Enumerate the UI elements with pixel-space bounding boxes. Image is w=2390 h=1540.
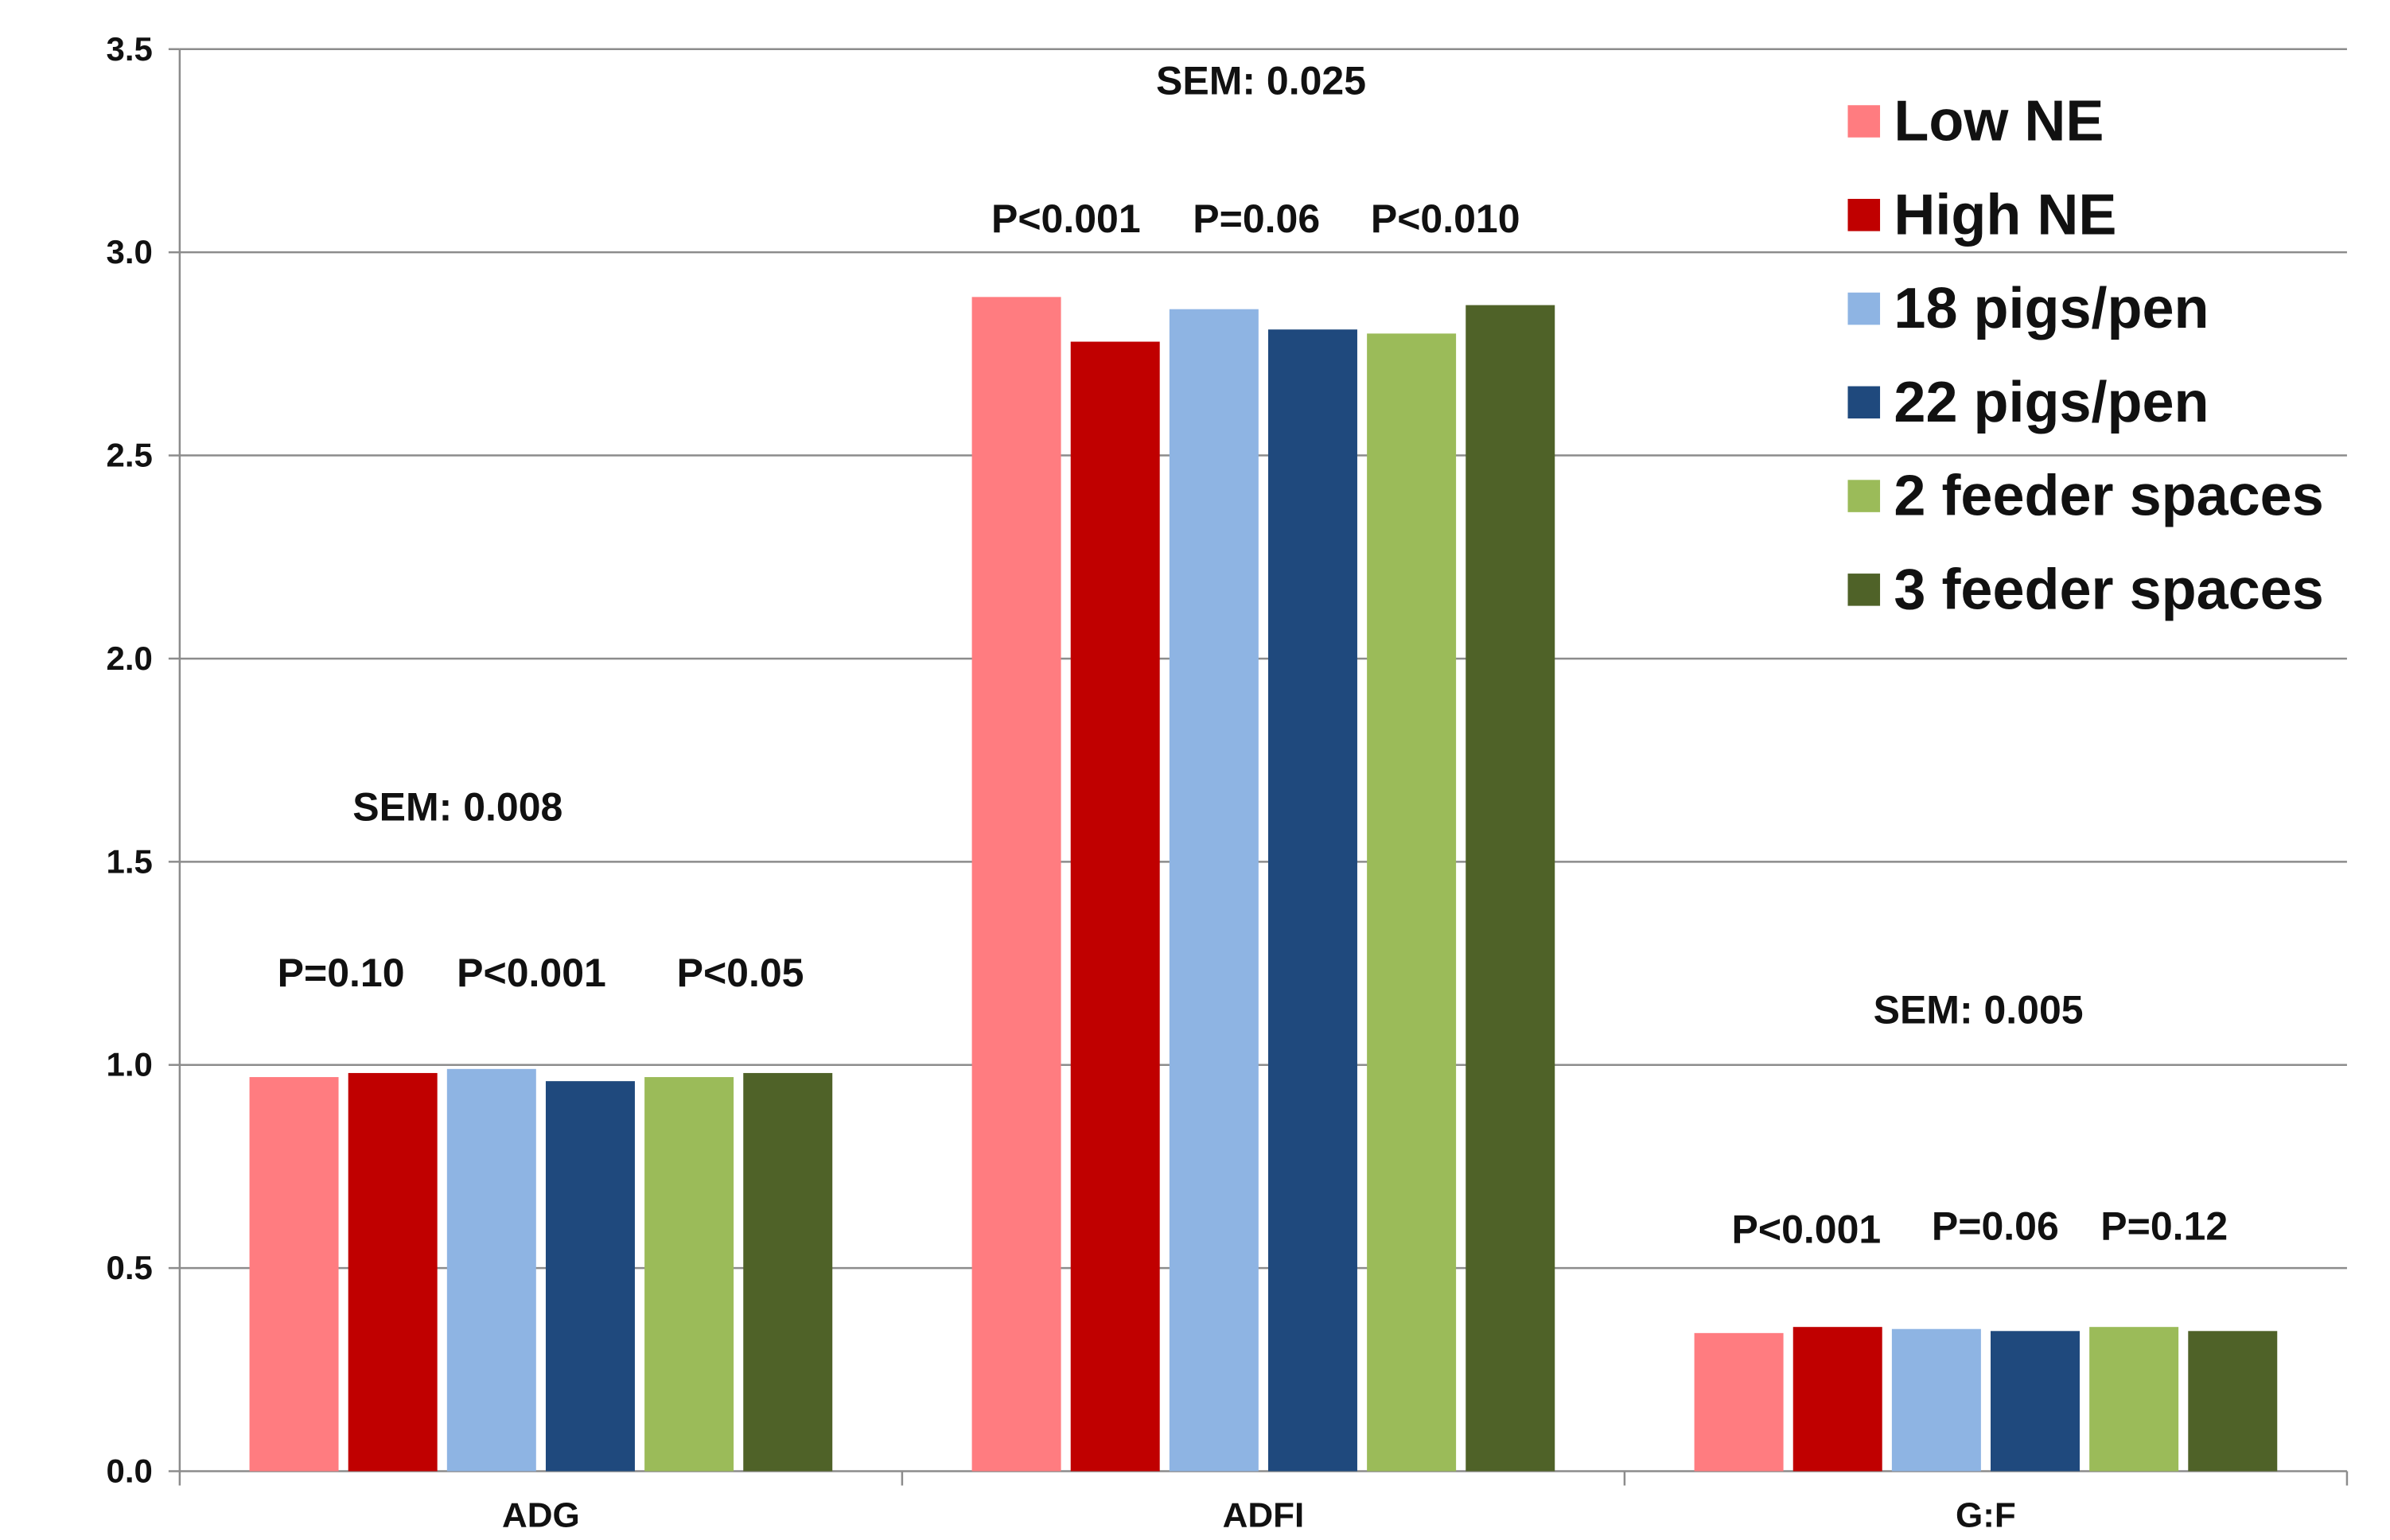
p-value-label: P=0.12: [2100, 1204, 2228, 1248]
sem-label: SEM: 0.005: [1874, 987, 2084, 1032]
x-category-label: ADFI: [1223, 1496, 1305, 1535]
legend-label: Low NE: [1894, 90, 2104, 154]
legend-swatch: [1847, 199, 1881, 231]
p-value-label: P<0.010: [1371, 196, 1520, 241]
legend-swatch: [1847, 574, 1881, 606]
bar-gf-4: [2089, 1327, 2179, 1472]
bar-adfi-2: [1169, 309, 1259, 1472]
y-tick-label: 1.5: [106, 842, 152, 880]
bar-adfi-0: [971, 297, 1061, 1472]
bar-adg-4: [644, 1077, 734, 1472]
bar-adfi-4: [1367, 333, 1457, 1472]
y-tick-label: 3.5: [106, 30, 152, 68]
y-tick-label: 2.5: [106, 437, 152, 474]
bar-adg-3: [545, 1081, 635, 1472]
legend-swatch: [1847, 292, 1881, 325]
p-value-label: P=0.10: [278, 951, 405, 995]
bar-adg-0: [249, 1077, 339, 1472]
bar-gf-0: [1694, 1332, 1784, 1472]
bar-adg-2: [446, 1068, 536, 1472]
legend-swatch: [1847, 480, 1881, 512]
y-tick-label: 2.0: [106, 640, 152, 677]
bar-gf-3: [1991, 1331, 2080, 1472]
y-tick-label: 0.5: [106, 1249, 152, 1286]
y-tick-label: 0.0: [106, 1452, 152, 1490]
x-category-label: G:F: [1956, 1496, 2016, 1535]
p-value-label: P<0.001: [991, 196, 1141, 241]
legend-label: 3 feeder spaces: [1894, 558, 2323, 621]
bar-adfi-3: [1267, 329, 1357, 1472]
p-value-label: P<0.001: [1732, 1207, 1882, 1251]
bar-adg-1: [348, 1072, 438, 1472]
bar-adg-5: [743, 1072, 833, 1472]
bar-gf-2: [1891, 1328, 1981, 1472]
legend-label: 18 pigs/pen: [1894, 277, 2209, 340]
legend: Low NE High NE 18 pigs/pen 22 pigs/pen 2 fee…: [1847, 90, 2324, 621]
bars: [249, 297, 2278, 1472]
legend-label: High NE: [1894, 183, 2116, 247]
x-category-label: ADG: [502, 1496, 580, 1535]
bar-adfi-1: [1070, 341, 1160, 1472]
bar-gf-1: [1793, 1327, 1882, 1472]
legend-swatch: [1847, 105, 1881, 138]
gridlines: [179, 48, 2347, 1270]
bar-adfi-5: [1466, 305, 1555, 1472]
p-value-label: P<0.05: [677, 951, 804, 995]
y-tick-label: 3.0: [106, 233, 152, 270]
p-value-label: P=0.06: [1932, 1204, 2059, 1248]
legend-label: 22 pigs/pen: [1894, 371, 2209, 434]
sem-label: SEM: 0.008: [352, 784, 562, 829]
sem-label: SEM: 0.025: [1156, 58, 1366, 103]
y-tick-label: 1.0: [106, 1046, 152, 1083]
axes: 0.0 0.5 1.0 1.5 2.0 2.5 3.0 3.5 ADG ADFI G:F: [106, 30, 2349, 1535]
p-value-label: P<0.001: [457, 951, 606, 995]
annotations: SEM: 0.008 P=0.10 P<0.001 P<0.05 SEM: 0.025 P…: [278, 58, 2228, 1251]
legend-label: 2 feeder spaces: [1894, 465, 2323, 528]
bar-gf-5: [2188, 1331, 2278, 1472]
legend-swatch: [1847, 386, 1881, 419]
p-value-label: P=0.06: [1193, 196, 1320, 241]
